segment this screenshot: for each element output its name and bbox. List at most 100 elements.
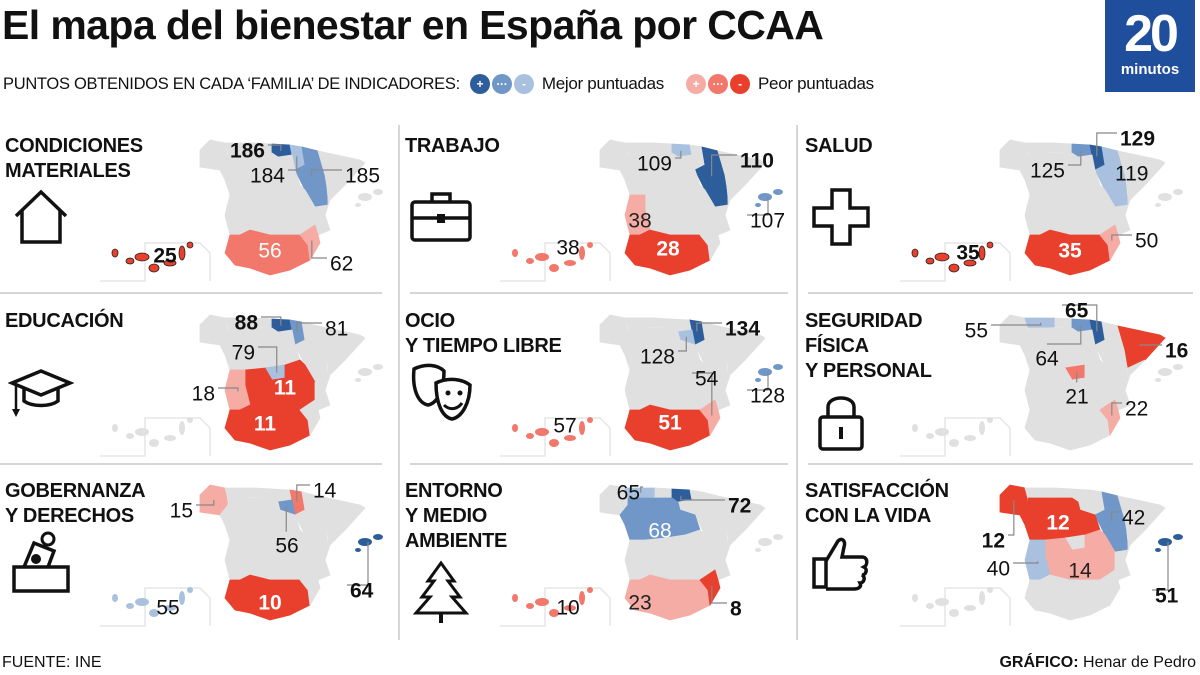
region-mur [1099, 224, 1121, 262]
leader-line [1152, 542, 1169, 591]
panel-ocio-y-tiempo-libre: OCIO Y TIEMPO LIBRE 134 128 128 54 57 51 [400, 297, 796, 465]
region-baleares [355, 378, 361, 382]
credit: GRÁFICO: Henar de Pedro [999, 654, 1196, 672]
panel-title: ENTORNO Y MEDIO AMBIENTE [405, 479, 507, 554]
region-mur [299, 224, 321, 262]
region-baleares [1158, 368, 1172, 376]
panel-title-line: OCIO [405, 310, 455, 332]
divider [796, 125, 798, 640]
region-canarias [526, 433, 534, 439]
region-value-label: 25 [153, 245, 177, 268]
spain-map: 55 65 64 16 21 22 [900, 300, 1188, 457]
leader-line [1047, 325, 1082, 345]
region-can_t [1054, 142, 1073, 154]
leader-line [696, 322, 722, 332]
logo-word: minutos [1120, 61, 1180, 78]
spain-map: 15 14 56 10 64 55 [100, 480, 383, 627]
region-value-label: 81 [325, 318, 348, 341]
leader-line [218, 387, 239, 392]
panel-gobernanza-y-derechos: GOBERNANZA Y DERECHOS 15 14 56 10 64 55 [0, 467, 396, 635]
region-baleares [358, 538, 372, 546]
region-baleares [758, 538, 772, 546]
region-baleares [755, 203, 761, 207]
region-can_t [254, 487, 273, 499]
region-canarias [987, 417, 993, 423]
region-canarias [112, 424, 118, 432]
region-value-label: 18 [192, 383, 215, 406]
region-canarias [926, 603, 934, 609]
legend-dot: ··· [708, 74, 729, 94]
region-canarias [948, 263, 960, 273]
canarias-inset-frame [100, 242, 211, 282]
divider [0, 292, 382, 294]
house-icon [14, 189, 68, 244]
panel-title: OCIO Y TIEMPO LIBRE [405, 309, 562, 359]
leader-line [991, 322, 1042, 326]
divider [808, 292, 1193, 294]
canarias-inset-frame [900, 417, 1011, 457]
panel-title: CONDICIONES MATERIALES [5, 134, 143, 184]
region-value-label: 56 [258, 240, 281, 263]
region-baleares [1158, 538, 1172, 546]
region-canarias [186, 241, 194, 249]
region-mur [699, 569, 721, 607]
region-value-label: 119 [1115, 163, 1148, 186]
leader-line [288, 156, 298, 171]
medical-cross-icon [812, 188, 870, 246]
region-canarias [564, 435, 576, 441]
canarias-inset-frame [900, 242, 1011, 282]
region-baleares [355, 203, 361, 207]
panel-title: GOBERNANZA Y DERECHOS [5, 479, 146, 529]
ballot-box-icon [12, 531, 70, 593]
panel-title-line: SEGURIDAD [805, 310, 923, 332]
region-canarias [111, 248, 119, 258]
region-canarias [179, 591, 185, 605]
panel-title-line: FÍSICA [805, 335, 869, 357]
panel-title: SATISFACCIÓN CON LA VIDA [805, 479, 949, 529]
legend: PUNTOS OBTENIDOS EN CADA ‘FAMILIA’ DE IN… [3, 74, 882, 94]
leader-line [680, 495, 725, 501]
leader-line [268, 144, 282, 151]
panel-title: SALUD [805, 134, 873, 159]
region-baleares [1173, 189, 1183, 195]
region-value-label: 79 [232, 342, 255, 365]
region-baleares [758, 193, 772, 201]
canarias-inset-frame [500, 417, 611, 457]
panel-title: SEGURIDAD FÍSICA Y PERSONAL [805, 309, 932, 384]
region-canarias [964, 435, 976, 441]
leader-line [296, 484, 310, 502]
region-value-label: 42 [1122, 507, 1145, 530]
leader-line [258, 346, 278, 373]
legend-intro: PUNTOS OBTENIDOS EN CADA ‘FAMILIA’ DE IN… [3, 74, 460, 93]
worst-dots: + ··· - [686, 74, 752, 94]
spain-map: 134 128 128 54 57 51 [500, 314, 785, 457]
region-value-label: 125 [1030, 160, 1065, 183]
region-value-label: 21 [1065, 386, 1088, 409]
region-value-label: 15 [170, 500, 193, 523]
panel-title-line: Y DERECHOS [5, 505, 134, 527]
panel-entorno-y-medio-ambiente: ENTORNO Y MEDIO AMBIENTE 65 68 72 23 8 10 [400, 467, 796, 635]
region-canarias [911, 248, 919, 258]
panel-satisfacción-con-la-vida: SATISFACCIÓN CON LA VIDA 12 12 42 40 14 51 [800, 467, 1196, 635]
spain-map: 129 125 119 35 35 50 [900, 128, 1183, 282]
logo-number: 20 [1124, 5, 1179, 63]
region-canarias [978, 245, 986, 261]
region-canarias [135, 428, 149, 436]
leader-line [1111, 402, 1122, 416]
panel-seguridad-física-y-personal: SEGURIDAD FÍSICA Y PERSONAL 55 65 64 16 21 22 [800, 297, 1196, 465]
region-baleares [1173, 364, 1183, 370]
region-can_t [654, 317, 673, 329]
region-value-label: 14 [313, 480, 337, 503]
source-note: FUENTE: INE [2, 654, 102, 671]
region-canarias [579, 246, 585, 260]
region-canarias [535, 428, 549, 436]
region-value-label: 64 [350, 580, 374, 603]
region-value-label: 185 [345, 165, 380, 188]
region-value-label: 35 [956, 242, 980, 265]
region-mur [1099, 399, 1121, 437]
theater-masks-icon [411, 363, 472, 421]
legend-best-label: Mejor puntuadas [541, 74, 665, 93]
region-canarias [987, 587, 993, 593]
